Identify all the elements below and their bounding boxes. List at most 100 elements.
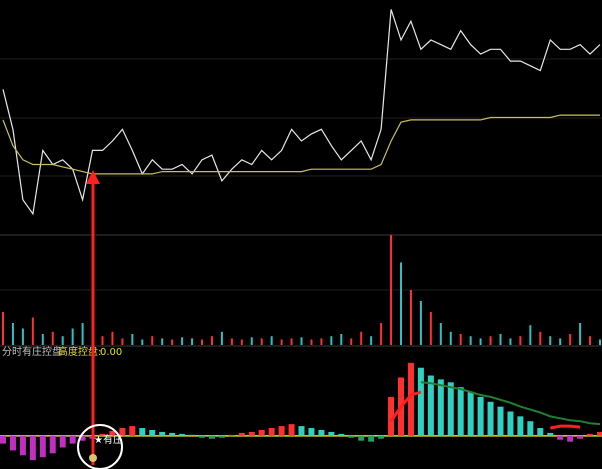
- indicator-bar: [318, 429, 325, 436]
- indicator-bar: [169, 432, 176, 436]
- volume-bar: [509, 338, 512, 345]
- indicator-bar: [527, 421, 534, 436]
- indicator-bar: [597, 431, 602, 436]
- indicator-bar: [547, 432, 554, 436]
- volume-bar: [479, 338, 482, 345]
- volume-bar: [191, 338, 194, 345]
- volume-bar: [439, 323, 442, 345]
- indicator-bar: [39, 435, 46, 458]
- volume-bar: [300, 337, 303, 345]
- indicator-bar: [208, 435, 215, 439]
- volume-bar: [559, 338, 562, 345]
- price-line: [2, 9, 601, 216]
- volume-bar: [81, 323, 84, 345]
- volume-bar: [161, 338, 164, 345]
- volume-bar: [529, 325, 532, 345]
- volume-bar: [201, 339, 203, 345]
- volume-bar: [250, 337, 253, 345]
- indicator-bar: [69, 435, 76, 444]
- grid: [0, 58, 602, 347]
- indicator-bar: [497, 406, 504, 436]
- volume-bar: [141, 339, 144, 345]
- volume-bar: [429, 312, 432, 345]
- indicator-bar: [427, 375, 434, 436]
- readout-value: 0.00: [100, 347, 122, 358]
- indicator-bar: [577, 435, 584, 439]
- volume-bar: [131, 334, 134, 345]
- volume-bar: [51, 331, 54, 345]
- volume-bar: [111, 331, 114, 345]
- indicator-line: [420, 381, 601, 426]
- indicator-bar: [537, 428, 544, 436]
- indicator-title: 分时有庄控盘: [2, 345, 62, 358]
- indicator-bar: [388, 396, 395, 436]
- indicator-bar: [199, 435, 205, 438]
- volume-bar: [499, 334, 502, 345]
- indicator-bar: [228, 434, 235, 436]
- volume-bar: [171, 339, 174, 345]
- price-line: [2, 114, 600, 175]
- readout-name: 高度控盘:: [58, 345, 101, 358]
- indicator-bar: [288, 424, 295, 436]
- volume-bar: [549, 336, 552, 345]
- indicator-bar: [348, 435, 355, 438]
- volume-bar: [409, 290, 412, 345]
- indicator-bar: [159, 431, 166, 436]
- volume-bar: [340, 334, 343, 345]
- indicator-bar: [587, 433, 594, 436]
- volume-bar: [31, 317, 34, 345]
- volume-bar: [390, 235, 393, 345]
- indicator-bar: [149, 429, 156, 436]
- volume-bar: [449, 331, 452, 345]
- volume-bar: [71, 328, 74, 345]
- indicator-bar: [0, 435, 6, 444]
- volume-bar: [61, 336, 64, 345]
- volume-bar: [210, 336, 213, 345]
- volume-bar: [181, 337, 184, 345]
- indicator-bar: [238, 432, 245, 436]
- volume-bar: [2, 312, 4, 345]
- indicator-bar: [358, 435, 365, 441]
- volume-bar: [489, 336, 492, 345]
- volume-bar: [230, 338, 233, 345]
- volume-bar: [290, 338, 293, 345]
- volume-bar: [260, 338, 263, 345]
- indicator-bar: [99, 433, 106, 436]
- indicator-bar: [467, 392, 474, 436]
- volume-bar: [151, 336, 154, 345]
- volume-bar: [380, 323, 383, 345]
- volume-bar: [419, 301, 422, 345]
- marker-circle: [77, 424, 123, 469]
- volume-bar: [280, 339, 283, 345]
- indicator-bar: [258, 429, 265, 436]
- volume-bar: [459, 334, 462, 345]
- indicator-bar: [567, 435, 574, 442]
- indicator-bar: [79, 435, 86, 441]
- volume-bar: [270, 336, 273, 345]
- indicator-bar: [129, 426, 136, 436]
- indicator-bar: [338, 433, 345, 436]
- volume-bar: [101, 336, 104, 345]
- volume-bar: [539, 331, 542, 345]
- plot: [0, 9, 602, 461]
- annotation: ★有庄: [94, 433, 123, 446]
- indicator-bar: [179, 433, 186, 436]
- volume-bar: [220, 331, 223, 345]
- volume-bar: [41, 334, 44, 345]
- indicator-bar: [139, 428, 146, 436]
- indicator-bar: [557, 435, 564, 440]
- indicator-bar: [437, 379, 444, 436]
- volume-bar: [599, 339, 601, 345]
- volume-bar: [320, 338, 323, 345]
- indicator-bar: [447, 382, 454, 436]
- volume-bar: [121, 338, 124, 345]
- indicator-bar: [368, 435, 375, 442]
- volume-bar: [350, 338, 353, 345]
- indicator-bar: [119, 428, 126, 436]
- indicator-bar: [507, 411, 514, 436]
- marker-icon: [89, 454, 97, 462]
- volume-bar: [579, 323, 582, 345]
- indicator-bar: [9, 435, 16, 451]
- indicator-bar: [278, 426, 285, 436]
